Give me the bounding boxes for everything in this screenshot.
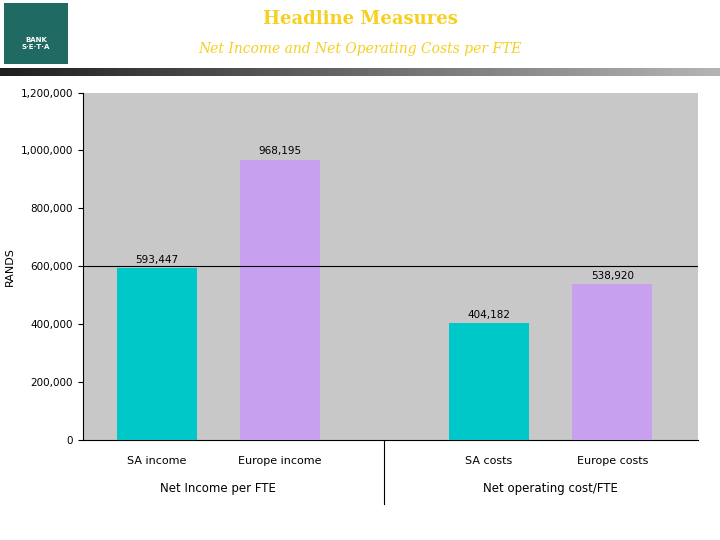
Text: 593,447: 593,447 — [135, 255, 179, 265]
Text: Headline Measures: Headline Measures — [263, 10, 457, 28]
Text: SA costs: SA costs — [465, 456, 513, 466]
Text: INSTITUTE: INSTITUTE — [14, 525, 77, 535]
Text: Europe income: Europe income — [238, 456, 322, 466]
Text: 538,920: 538,920 — [590, 271, 634, 281]
Text: Copyright © Resolve 2004: Copyright © Resolve 2004 — [576, 515, 706, 525]
Text: Europe costs: Europe costs — [577, 456, 648, 466]
Text: 404,182: 404,182 — [467, 309, 510, 320]
Bar — [449, 323, 529, 440]
FancyBboxPatch shape — [4, 3, 68, 64]
Bar — [117, 268, 197, 440]
Y-axis label: RANDS: RANDS — [5, 247, 15, 286]
Text: SA income: SA income — [127, 456, 186, 466]
Text: BANK
S·E·T·A: BANK S·E·T·A — [22, 37, 50, 50]
Text: Resolve: Resolve — [660, 52, 698, 63]
Text: 968,195: 968,195 — [258, 146, 302, 156]
Text: Net Income per FTE: Net Income per FTE — [161, 482, 276, 495]
Text: 52: 52 — [353, 515, 367, 525]
Bar — [240, 160, 320, 440]
Text: Net operating cost/FTE: Net operating cost/FTE — [483, 482, 618, 495]
Bar — [572, 284, 652, 440]
Text: Net Income and Net Operating Costs per FTE: Net Income and Net Operating Costs per F… — [198, 42, 522, 56]
Text: SARATOGA: SARATOGA — [14, 508, 84, 519]
